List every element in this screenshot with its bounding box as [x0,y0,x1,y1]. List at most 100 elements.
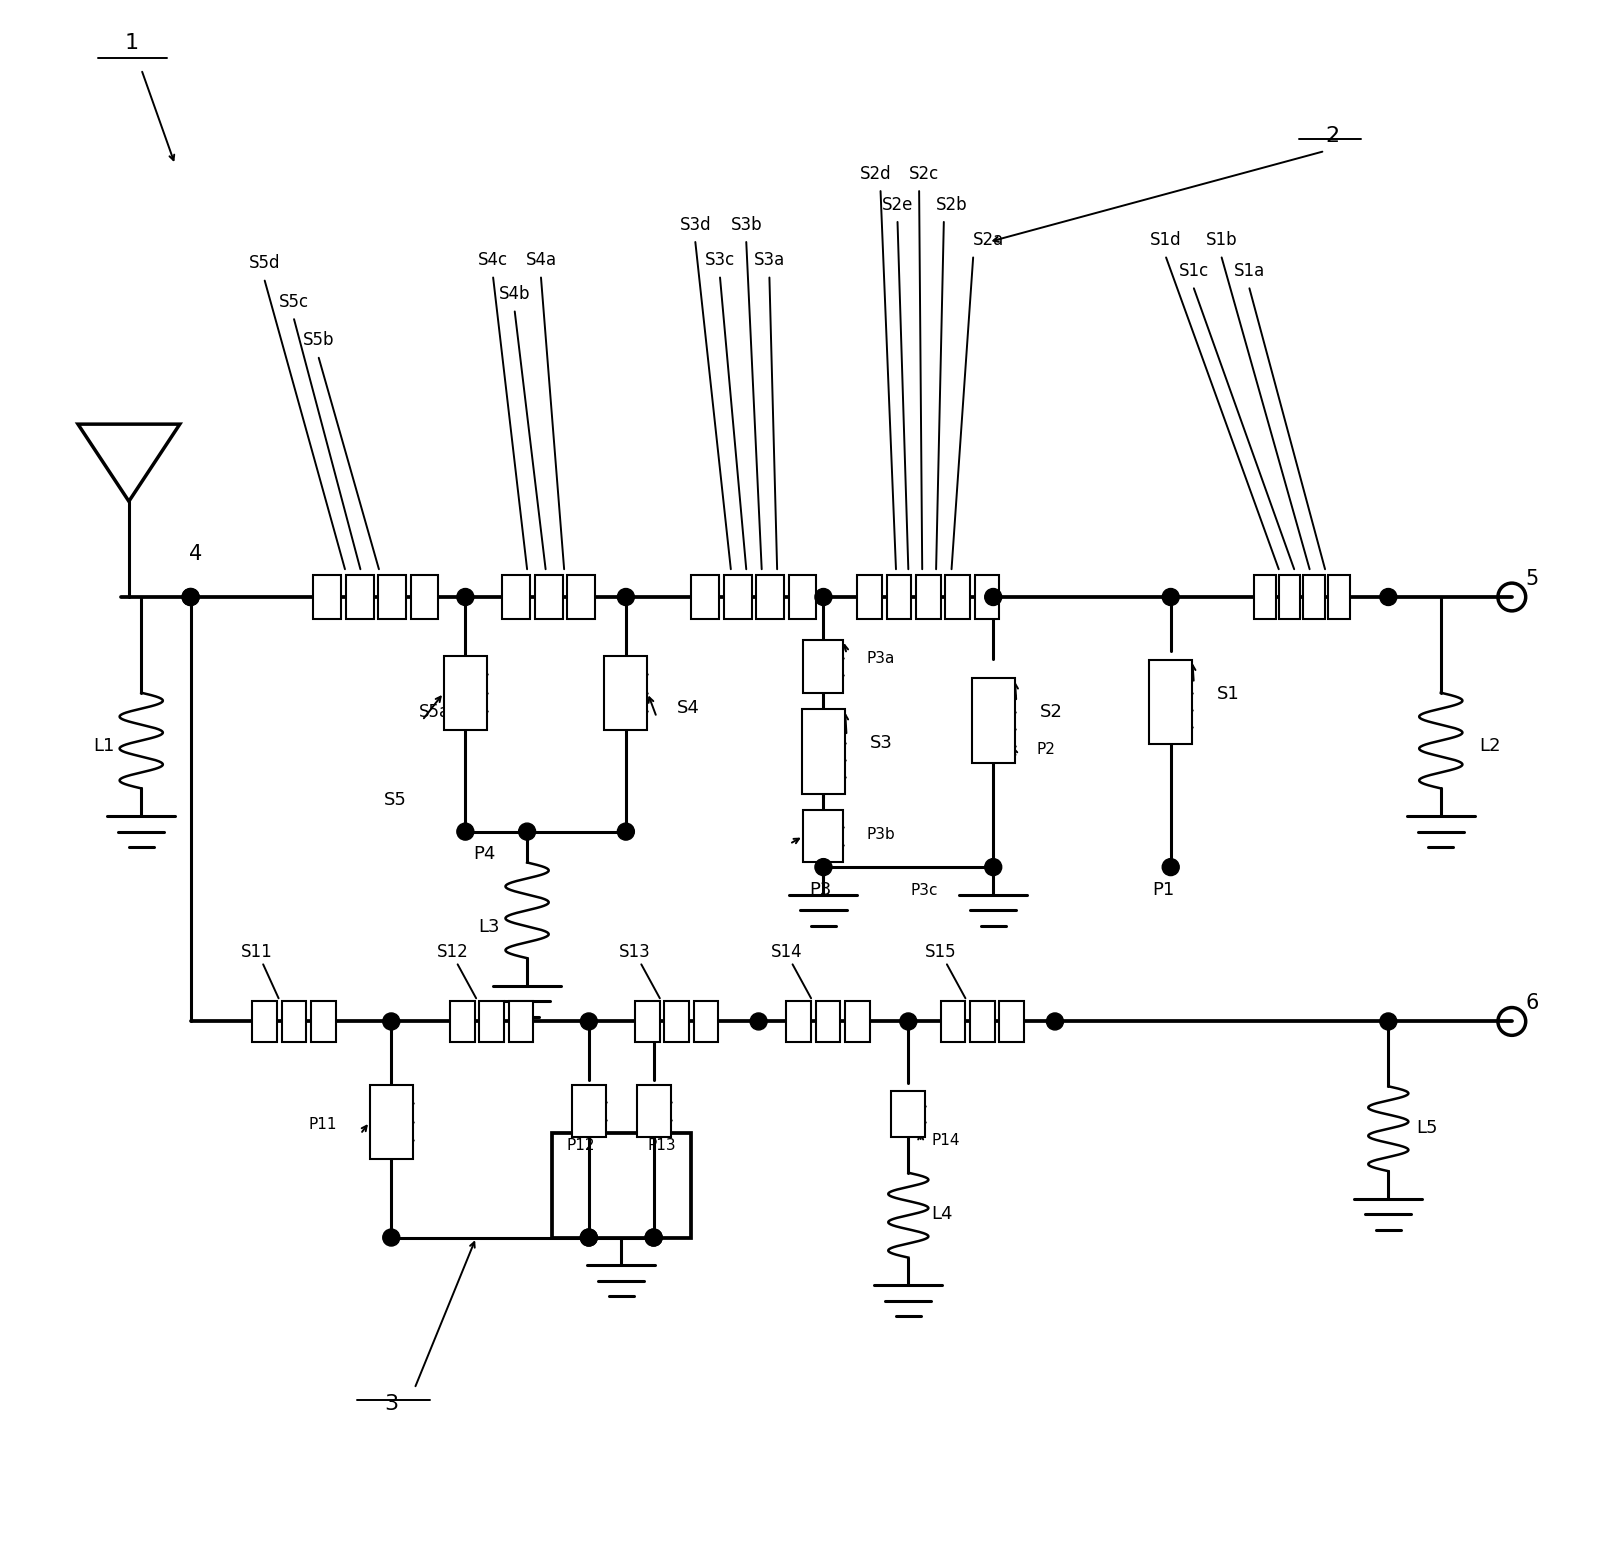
Text: L3: L3 [478,919,499,936]
Bar [787,1001,811,1041]
Text: S5: S5 [385,792,407,810]
Circle shape [383,1013,399,1030]
Circle shape [383,1228,399,1245]
Text: L2: L2 [1479,737,1501,756]
Bar [789,575,816,618]
Circle shape [814,589,832,606]
Text: S2c: S2c [908,164,939,183]
Bar [803,640,844,692]
Bar [444,655,486,730]
Bar [1278,575,1301,618]
Text: S1b: S1b [1206,231,1238,249]
Circle shape [580,1228,598,1245]
Bar [664,1001,688,1041]
Text: S14: S14 [771,943,802,960]
Circle shape [900,1013,916,1030]
Text: S1: S1 [1217,685,1239,703]
Bar [635,1001,659,1041]
Circle shape [519,823,535,840]
Text: S5c: S5c [280,293,309,311]
Text: S11: S11 [241,943,273,960]
Text: 6: 6 [1526,993,1538,1013]
Bar [1328,575,1349,618]
Text: S3c: S3c [705,251,735,270]
Text: S2b: S2b [936,195,968,214]
Bar [916,575,941,618]
Circle shape [984,858,1002,875]
Text: S1c: S1c [1178,262,1209,280]
Text: 3: 3 [385,1394,398,1414]
Bar [892,1090,926,1137]
Text: S5b: S5b [302,331,335,350]
Circle shape [457,589,473,606]
Bar [604,655,648,730]
Text: P13: P13 [646,1137,675,1152]
Text: P1: P1 [1152,881,1175,898]
Circle shape [645,1228,663,1245]
Bar [551,1132,690,1238]
Text: L1: L1 [94,737,115,756]
Bar [724,575,751,618]
Circle shape [814,858,832,875]
Circle shape [1380,589,1396,606]
Circle shape [580,1228,598,1245]
Text: P2: P2 [1036,742,1055,757]
Circle shape [1047,1013,1063,1030]
Text: P14: P14 [931,1132,960,1148]
Text: P3c: P3c [910,883,937,898]
Circle shape [984,589,1002,606]
Text: S1d: S1d [1151,231,1181,249]
Text: S1a: S1a [1233,262,1265,280]
Text: L4: L4 [931,1205,953,1224]
Bar [802,709,845,793]
Text: S3a: S3a [753,251,785,270]
Text: S4: S4 [677,699,700,717]
Text: S13: S13 [619,943,651,960]
Bar [756,575,784,618]
Bar [999,1001,1025,1041]
Bar [314,575,341,618]
Circle shape [645,1228,663,1245]
Circle shape [1380,1013,1396,1030]
Bar [480,1001,504,1041]
Text: S4c: S4c [478,251,507,270]
Text: 5: 5 [1526,568,1538,589]
Bar [945,575,970,618]
Circle shape [183,589,199,606]
Text: P3a: P3a [866,652,895,666]
Text: P3: P3 [810,881,832,898]
Circle shape [1162,589,1180,606]
Text: S12: S12 [438,943,469,960]
Bar [1254,575,1275,618]
Text: P12: P12 [567,1137,595,1152]
Text: 4: 4 [189,544,202,564]
Bar [970,1001,995,1041]
Bar [845,1001,869,1041]
Text: S2e: S2e [882,195,913,214]
Bar [637,1084,671,1137]
Bar [346,575,373,618]
Circle shape [580,1013,598,1030]
Circle shape [617,589,635,606]
Text: S2d: S2d [860,164,892,183]
Bar [816,1001,840,1041]
Text: L5: L5 [1416,1118,1438,1137]
Circle shape [183,589,199,606]
Bar [941,1001,965,1041]
Text: S2: S2 [1039,703,1062,722]
Bar [567,575,595,618]
Text: S15: S15 [924,943,957,960]
Bar [252,1001,276,1041]
Circle shape [457,823,473,840]
Bar [692,575,719,618]
Text: S4b: S4b [499,285,530,304]
Bar [858,575,882,618]
Bar [803,810,844,863]
Text: 1: 1 [124,33,139,53]
Text: S3: S3 [869,734,892,753]
Bar [378,575,406,618]
Text: 2: 2 [1325,125,1340,146]
Text: S4a: S4a [525,251,556,270]
Text: S3d: S3d [679,215,711,234]
Bar [535,575,562,618]
